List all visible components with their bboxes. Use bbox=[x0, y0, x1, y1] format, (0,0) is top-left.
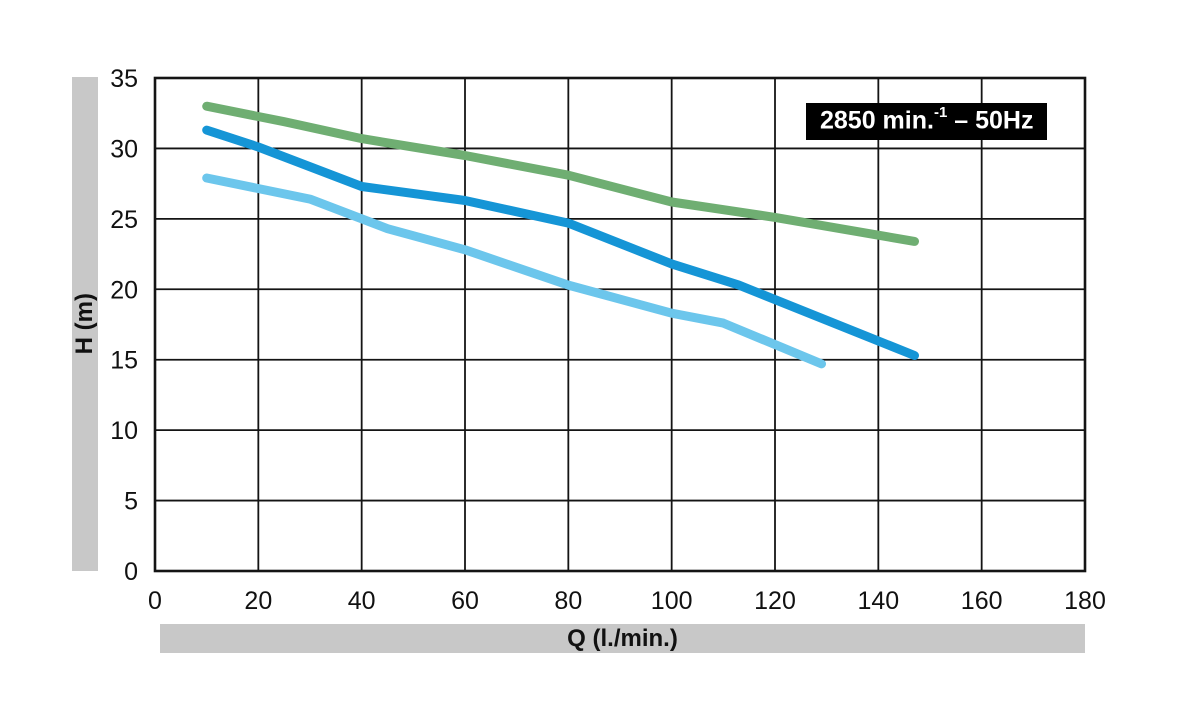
plot-border bbox=[153, 76, 1087, 573]
curve-light-blue bbox=[202, 173, 826, 369]
y-tick-label: 25 bbox=[110, 206, 138, 234]
x-tick-label: 180 bbox=[1064, 587, 1106, 615]
x-axis-title: Q (l./min.) bbox=[567, 624, 678, 652]
y-tick-label: 20 bbox=[110, 276, 138, 304]
curve-green bbox=[202, 101, 919, 246]
x-tick-label: 60 bbox=[451, 587, 479, 615]
x-tick-label: 120 bbox=[754, 587, 796, 615]
annotation-prefix: 2850 min. bbox=[820, 106, 934, 135]
x-tick-label: 80 bbox=[554, 587, 582, 615]
annotation-speed-label: 2850 min.-1 – 50Hz bbox=[806, 103, 1048, 140]
x-tick-label: 0 bbox=[148, 587, 162, 615]
x-tick-label: 20 bbox=[244, 587, 272, 615]
y-tick-label: 10 bbox=[110, 417, 138, 445]
x-axis-bar: Q (l./min.) bbox=[160, 624, 1085, 653]
x-tick-label: 40 bbox=[348, 587, 376, 615]
y-tick-label: 0 bbox=[124, 558, 138, 586]
x-tick-label: 160 bbox=[961, 587, 1003, 615]
x-tick-label: 140 bbox=[857, 587, 899, 615]
y-tick-label: 15 bbox=[110, 347, 138, 375]
y-tick-label: 5 bbox=[124, 488, 138, 516]
y-tick-label: 30 bbox=[110, 135, 138, 163]
y-axis-title: H (m) bbox=[71, 293, 98, 355]
x-tick-label: 100 bbox=[651, 587, 693, 615]
y-axis-bar: H (m) bbox=[71, 77, 98, 571]
y-tick-label: 35 bbox=[110, 65, 138, 93]
annotation-suffix: – 50Hz bbox=[954, 106, 1034, 135]
annotation-superscript: -1 bbox=[933, 104, 948, 121]
curve-dark-blue bbox=[202, 125, 919, 360]
